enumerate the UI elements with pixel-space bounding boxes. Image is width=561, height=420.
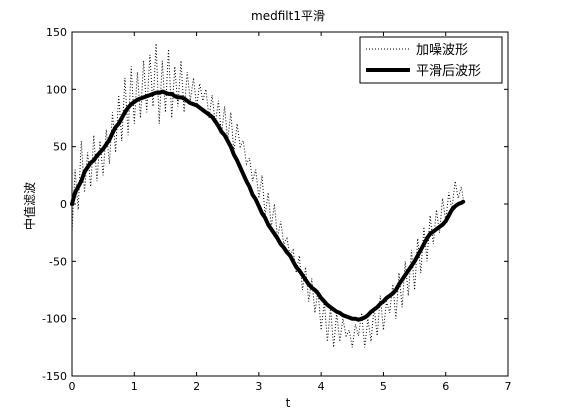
ticks-group: 0 1 2 3 4 5 6 7 150 100 50 0 -50 -100 -150 — [42, 26, 511, 393]
series-group — [70, 43, 466, 348]
y-tick-label: -150 — [42, 370, 67, 383]
legend-label-smoothed: 平滑后波形 — [416, 64, 481, 79]
x-tick-label: 4 — [318, 380, 325, 393]
x-tick-label: 2 — [193, 380, 200, 393]
y-tick-label: 0 — [60, 198, 67, 211]
y-tick-label: 50 — [53, 141, 67, 154]
x-axis-label: t — [286, 396, 291, 410]
x-tick-label: 5 — [380, 380, 387, 393]
y-tick-label: -100 — [42, 313, 67, 326]
legend-label-noisy: 加噪波形 — [416, 43, 468, 58]
legend: 加噪波形 平滑后波形 — [359, 36, 503, 84]
y-tick-label: 100 — [46, 83, 67, 96]
chart-title: medfilt1平滑 — [251, 9, 325, 23]
x-tick-label: 0 — [69, 380, 76, 393]
x-tick-label: 1 — [131, 380, 138, 393]
x-tick-label: 7 — [505, 380, 512, 393]
axes-box — [71, 31, 509, 377]
x-tick-label: 3 — [255, 380, 262, 393]
legend-box — [359, 36, 503, 84]
x-tick-label: 6 — [442, 380, 449, 393]
y-axis-label: 中值滤波 — [22, 182, 37, 230]
series-smoothed-line — [70, 89, 466, 322]
y-tick-label: -50 — [49, 255, 67, 268]
y-tick-label: 150 — [46, 26, 67, 39]
